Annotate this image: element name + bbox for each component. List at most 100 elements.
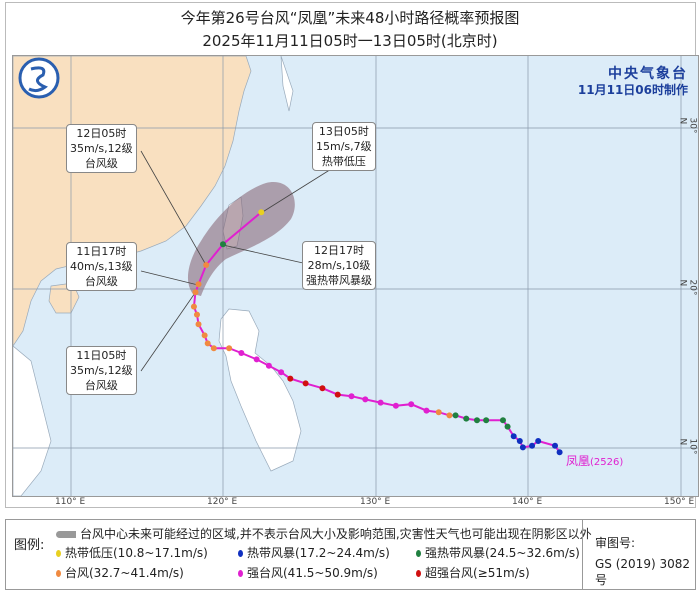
magenta-dot-icon bbox=[238, 570, 243, 577]
track-point bbox=[192, 289, 199, 296]
legend-label: 强台风(41.5~50.9m/s) bbox=[247, 566, 378, 580]
track-point bbox=[195, 321, 202, 328]
green-dot-icon bbox=[416, 550, 421, 557]
legend-label: 强热带风暴(24.5~32.6m/s) bbox=[425, 546, 580, 560]
box-time: 11日05时 bbox=[76, 349, 127, 362]
box-level: 台风级 bbox=[84, 157, 118, 170]
legend-item-sts: 强热带风暴(24.5~32.6m/s) bbox=[416, 544, 580, 561]
leader-line bbox=[140, 292, 196, 372]
orange-dot-icon bbox=[56, 570, 61, 577]
legend-title: 图例: bbox=[14, 538, 45, 553]
legend-cone: 台风中心未来可能经过的区域,并不表示台风大小及影响范围,灾害性天气也可能出现在阴… bbox=[56, 525, 592, 542]
track-point bbox=[510, 433, 517, 440]
box-level: 台风级 bbox=[84, 379, 118, 392]
track-point bbox=[226, 345, 233, 352]
track-point bbox=[319, 385, 326, 392]
legend-label: 热带风暴(17.2~24.4m/s) bbox=[247, 546, 390, 560]
track-point bbox=[519, 444, 526, 451]
storm-name: 凤凰 bbox=[566, 454, 591, 468]
leader-line bbox=[140, 150, 207, 266]
yellow-dot-icon bbox=[56, 550, 61, 557]
forecast-point bbox=[203, 262, 210, 268]
track-point bbox=[190, 303, 197, 310]
track-point bbox=[435, 409, 442, 416]
forecast-cone bbox=[187, 182, 295, 296]
lon-tick: 140° E bbox=[512, 497, 543, 507]
forecast-box-13d05: 13日05时 15m/s,7级 热带低压 bbox=[312, 122, 376, 171]
issue-time: 11月11日06时制作 bbox=[577, 83, 688, 97]
cma-logo-glyph-icon bbox=[28, 66, 48, 93]
track-point bbox=[463, 415, 470, 422]
map-title: 今年第26号台风“凤凰”未来48小时路径概率预报图 bbox=[180, 9, 520, 27]
track-point bbox=[499, 417, 506, 424]
legend-item-td: 热带低压(10.8~17.1m/s) bbox=[56, 544, 208, 561]
philippines-land bbox=[218, 308, 302, 472]
box-wind: 28m/s,10级 bbox=[307, 259, 371, 272]
box-level: 热带低压 bbox=[321, 155, 366, 168]
track-point bbox=[265, 362, 272, 369]
track-point bbox=[535, 438, 542, 444]
box-wind: 35m/s,12级 bbox=[70, 364, 133, 377]
box-wind: 40m/s,13级 bbox=[70, 260, 133, 273]
forecast-box-12d17: 12日17时 28m/s,10级 强热带风暴级 bbox=[302, 241, 376, 290]
track-point bbox=[483, 417, 490, 424]
forecast-box-11d05: 11日05时 35m/s,12级 台风级 bbox=[66, 346, 137, 395]
agency-name: 中央气象台 bbox=[608, 66, 688, 82]
track-point bbox=[556, 449, 563, 456]
blue-dot-icon bbox=[238, 550, 243, 557]
legend-label: 超强台风(≥51m/s) bbox=[425, 566, 530, 580]
track-point bbox=[287, 375, 294, 382]
lat-tick: 20° N bbox=[677, 279, 698, 296]
forecast-point bbox=[258, 209, 265, 216]
track-point bbox=[253, 356, 260, 363]
lat-tick: 30° N bbox=[677, 117, 698, 134]
lon-tick: 110° E bbox=[55, 497, 86, 507]
storm-id: (2526) bbox=[590, 457, 624, 468]
track-point bbox=[408, 401, 415, 408]
track-point bbox=[210, 345, 217, 352]
track-point bbox=[516, 438, 523, 444]
box-wind: 35m/s,12级 bbox=[70, 142, 133, 155]
track-point bbox=[334, 391, 341, 398]
forecast-point bbox=[220, 241, 226, 248]
legend-item-ts: 热带风暴(17.2~24.4m/s) bbox=[238, 544, 390, 561]
box-wind: 15m/s,7级 bbox=[316, 140, 372, 153]
box-time: 11日17时 bbox=[76, 245, 127, 258]
box-time: 12日05时 bbox=[76, 127, 127, 140]
track-point bbox=[552, 442, 559, 449]
storm-label: 凤凰(2526) bbox=[566, 452, 623, 469]
legend-item-sty: 强台风(41.5~50.9m/s) bbox=[238, 564, 378, 581]
leader-line bbox=[260, 165, 337, 214]
track-point bbox=[423, 407, 430, 414]
track-point bbox=[362, 396, 369, 403]
track-point bbox=[302, 380, 309, 387]
approval-panel: 审图号: GS (2019) 3082号 bbox=[582, 520, 695, 589]
box-time: 12日17时 bbox=[314, 244, 364, 257]
track-point bbox=[348, 393, 355, 400]
track-point bbox=[201, 332, 208, 339]
track-point bbox=[238, 350, 245, 356]
lat-tick: 10° N bbox=[677, 438, 698, 455]
lon-tick: 120° E bbox=[207, 497, 238, 507]
approval-label: 审图号: bbox=[595, 536, 636, 550]
track-point bbox=[452, 412, 459, 419]
cone-swatch-icon bbox=[56, 531, 76, 538]
lon-tick: 150° E bbox=[664, 497, 695, 507]
track-point bbox=[392, 402, 399, 409]
map-subtitle: 2025年11月11日05时一13日05时(北京时) bbox=[202, 32, 498, 50]
box-level: 强热带风暴级 bbox=[306, 274, 372, 287]
forecast-point bbox=[195, 281, 202, 288]
track-point bbox=[529, 442, 536, 449]
track-point bbox=[377, 399, 384, 406]
legend-label: 台风(32.7~41.4m/s) bbox=[65, 566, 184, 580]
legend-item-ty: 台风(32.7~41.4m/s) bbox=[56, 564, 184, 581]
track-point bbox=[473, 417, 480, 424]
legend: 图例: 台风中心未来可能经过的区域,并不表示台风大小及影响范围,灾害性天气也可能… bbox=[5, 519, 696, 590]
track-point bbox=[446, 412, 453, 419]
track-point bbox=[278, 369, 285, 376]
track-point bbox=[204, 340, 211, 347]
approval-number: GS (2019) 3082号 bbox=[595, 557, 690, 587]
leader-line bbox=[140, 270, 199, 286]
red-dot-icon bbox=[416, 570, 421, 577]
legend-label: 热带低压(10.8~17.1m/s) bbox=[65, 546, 208, 560]
